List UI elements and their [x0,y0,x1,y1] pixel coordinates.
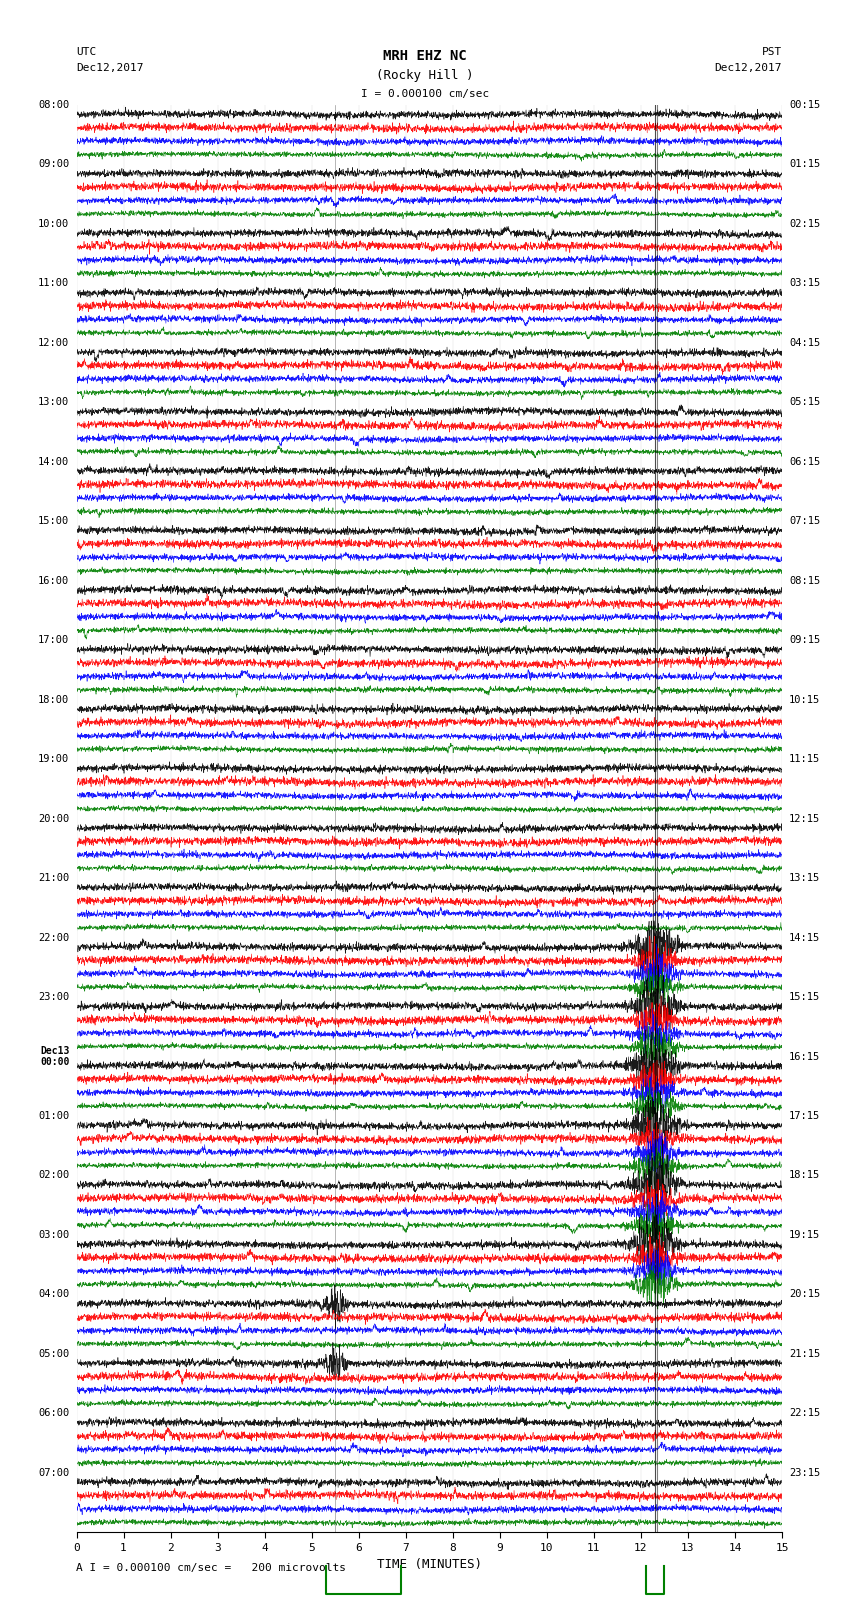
Text: 02:00: 02:00 [38,1171,70,1181]
Text: 11:15: 11:15 [789,755,820,765]
Text: 14:15: 14:15 [789,932,820,942]
Text: 17:00: 17:00 [38,636,70,645]
Text: MRH EHZ NC: MRH EHZ NC [383,50,467,63]
Text: 17:15: 17:15 [789,1111,820,1121]
Text: 15:15: 15:15 [789,992,820,1002]
Text: 13:00: 13:00 [38,397,70,406]
Text: 02:15: 02:15 [789,219,820,229]
Text: 20:00: 20:00 [38,813,70,824]
Text: 08:15: 08:15 [789,576,820,586]
Text: (Rocky Hill ): (Rocky Hill ) [377,69,473,82]
Text: 11:00: 11:00 [38,279,70,289]
Text: I = 0.000100 cm/sec: I = 0.000100 cm/sec [361,89,489,98]
Text: 18:00: 18:00 [38,695,70,705]
Text: 23:15: 23:15 [789,1468,820,1478]
Text: 06:15: 06:15 [789,456,820,466]
Text: 00:15: 00:15 [789,100,820,110]
Text: PST: PST [762,47,782,56]
Text: 01:15: 01:15 [789,160,820,169]
Text: UTC: UTC [76,47,97,56]
Text: 15:00: 15:00 [38,516,70,526]
Text: 19:15: 19:15 [789,1231,820,1240]
X-axis label: TIME (MINUTES): TIME (MINUTES) [377,1558,482,1571]
Text: 12:00: 12:00 [38,337,70,348]
Text: 19:00: 19:00 [38,755,70,765]
Text: 13:15: 13:15 [789,873,820,882]
Text: 03:15: 03:15 [789,279,820,289]
Text: Dec12,2017: Dec12,2017 [76,63,144,73]
Text: 18:15: 18:15 [789,1171,820,1181]
Text: 07:00: 07:00 [38,1468,70,1478]
Text: 20:15: 20:15 [789,1289,820,1300]
Text: 09:00: 09:00 [38,160,70,169]
Text: 21:00: 21:00 [38,873,70,882]
Text: 04:15: 04:15 [789,337,820,348]
Text: 21:15: 21:15 [789,1348,820,1358]
Text: 05:00: 05:00 [38,1348,70,1358]
Text: 09:15: 09:15 [789,636,820,645]
Text: 14:00: 14:00 [38,456,70,466]
Text: 03:00: 03:00 [38,1231,70,1240]
Text: 23:00: 23:00 [38,992,70,1002]
Text: A I = 0.000100 cm/sec =   200 microvolts: A I = 0.000100 cm/sec = 200 microvolts [76,1563,347,1573]
Text: 08:00: 08:00 [38,100,70,110]
Text: 01:00: 01:00 [38,1111,70,1121]
Text: Dec12,2017: Dec12,2017 [715,63,782,73]
Text: 05:15: 05:15 [789,397,820,406]
Text: 10:15: 10:15 [789,695,820,705]
Text: 12:15: 12:15 [789,813,820,824]
Text: 06:00: 06:00 [38,1408,70,1418]
Text: Dec13
00:00: Dec13 00:00 [40,1045,70,1068]
Text: 22:15: 22:15 [789,1408,820,1418]
Text: 04:00: 04:00 [38,1289,70,1300]
Text: 07:15: 07:15 [789,516,820,526]
Text: 10:00: 10:00 [38,219,70,229]
Text: 16:15: 16:15 [789,1052,820,1061]
Text: 22:00: 22:00 [38,932,70,942]
Text: 16:00: 16:00 [38,576,70,586]
